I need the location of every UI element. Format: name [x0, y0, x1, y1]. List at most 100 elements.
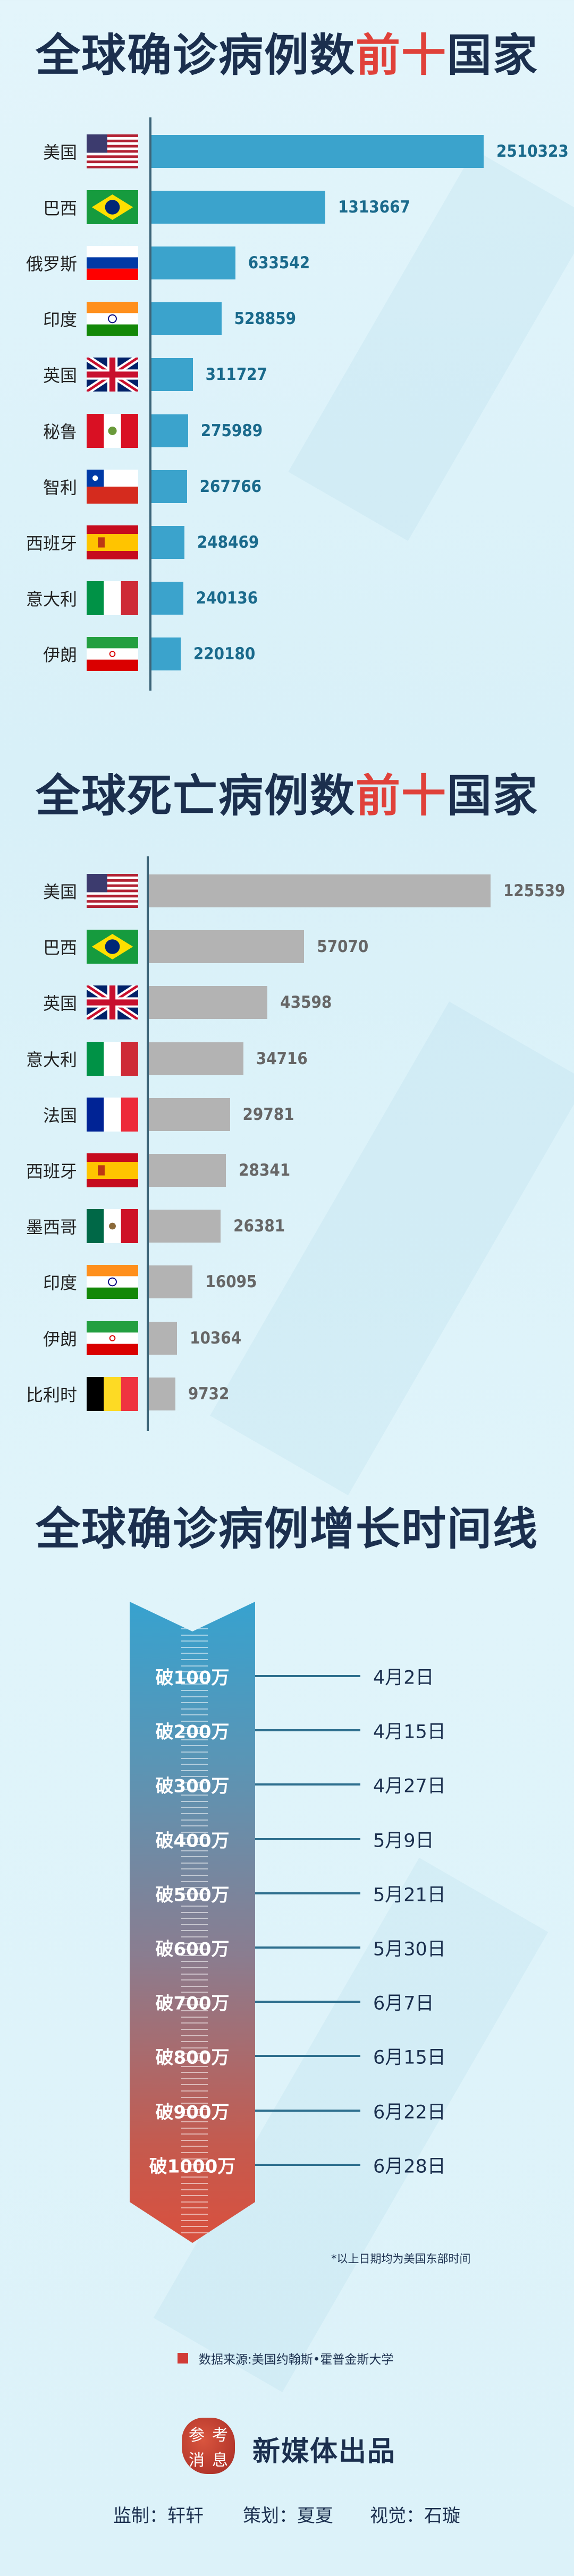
- milestone-connector: [255, 1946, 360, 1949]
- bar: [149, 1377, 175, 1410]
- country-name: 美国: [43, 142, 77, 163]
- thermo-tick: [181, 1992, 208, 1993]
- thermo-tick: [181, 2022, 208, 2024]
- thermo-tick: [181, 2047, 208, 2048]
- thermo-tick: [181, 1850, 208, 1851]
- thermo-tick: [181, 1844, 208, 1845]
- thermo-tick: [181, 2090, 208, 2092]
- flag-es-icon: [87, 525, 138, 559]
- logo-char: 参: [189, 2426, 205, 2445]
- thermo-tick: [181, 1979, 208, 1981]
- thermo-tick: [181, 1967, 208, 1968]
- bar: [151, 581, 183, 615]
- thermo-tick: [181, 2060, 208, 2061]
- milestone-date: 6月22日: [373, 2102, 446, 2123]
- milestone-connector: [255, 2055, 360, 2058]
- value-label: 26381: [233, 1217, 285, 1236]
- bar: [149, 1098, 230, 1131]
- bar: [151, 358, 193, 392]
- milestone-date: 6月28日: [373, 2156, 446, 2178]
- flag-pe-icon: [87, 413, 138, 448]
- flag-it-icon: [87, 581, 138, 615]
- country-name: 巴西: [43, 938, 77, 958]
- title-text: 全球确诊病例数: [35, 29, 356, 81]
- cases-chart-title: 全球确诊病例数前十国家: [0, 33, 574, 78]
- bar: [151, 414, 188, 447]
- thermo-tick: [181, 2127, 208, 2129]
- thermo-tick: [181, 1739, 208, 1740]
- country-name: 伊朗: [43, 644, 77, 665]
- value-label: 633542: [248, 253, 310, 273]
- thermo-tick: [181, 2004, 208, 2005]
- thermo-tick: [181, 1985, 208, 1987]
- milestone-label: 破700万: [155, 1993, 230, 2014]
- thermo-tick: [181, 2170, 208, 2172]
- thermo-tick: [181, 1973, 208, 1975]
- thermo-tick: [181, 1800, 208, 1802]
- thermo-tick: [181, 1918, 208, 1919]
- background-shape: [210, 1001, 574, 1495]
- thermo-tick: [181, 1875, 208, 1876]
- country-name: 巴西: [43, 198, 77, 219]
- thermo-tick: [181, 1776, 208, 1778]
- thermo-tick: [181, 1646, 208, 1648]
- thermo-tick: [181, 2232, 208, 2233]
- thermo-tick: [181, 1671, 208, 1673]
- thermo-tick: [181, 1634, 208, 1636]
- thermo-tick: [181, 1764, 208, 1765]
- value-label: 2510323: [496, 142, 569, 161]
- bar: [151, 191, 326, 224]
- value-label: 220180: [193, 644, 256, 664]
- country-name: 美国: [43, 882, 77, 902]
- thermo-tick: [181, 2010, 208, 2012]
- credit-planner: 策划：夏夏: [243, 2505, 333, 2527]
- country-name: 印度: [43, 1273, 77, 1294]
- milestone-label: 破900万: [155, 2102, 230, 2123]
- value-label: 1313667: [338, 198, 410, 217]
- thermo-tick: [181, 1906, 208, 1907]
- thermo-tick: [181, 2164, 208, 2166]
- milestone-connector: [255, 2109, 360, 2112]
- thermo-tick: [181, 1690, 208, 1691]
- thermo-tick: [181, 1813, 208, 1814]
- value-label: 240136: [196, 588, 258, 608]
- thermo-tick: [181, 1807, 208, 1808]
- thermo-tick: [181, 2096, 208, 2098]
- thermo-tick: [181, 1757, 208, 1759]
- thermo-tick: [181, 2214, 208, 2215]
- bar: [151, 135, 484, 168]
- credit-supervisor: 监制：轩轩: [113, 2505, 204, 2527]
- title-text: 国家: [447, 770, 539, 822]
- thermo-tick: [181, 1936, 208, 1937]
- bar: [149, 1154, 226, 1187]
- flag-ir-icon: [87, 1321, 138, 1355]
- thermo-tick: [181, 1954, 208, 1956]
- flag-es-icon: [87, 1153, 138, 1187]
- bullet-square-icon: [178, 2353, 188, 2364]
- thermo-tick: [181, 2029, 208, 2030]
- milestone-connector: [255, 1675, 360, 1677]
- flag-us-icon: [87, 134, 138, 168]
- flag-br-icon: [87, 190, 138, 225]
- milestone-connector: [255, 1838, 360, 1840]
- bar: [149, 1210, 221, 1243]
- country-name: 意大利: [26, 589, 77, 609]
- thermo-tick: [181, 1825, 208, 1827]
- milestone-date: 5月30日: [373, 1939, 446, 1960]
- value-label: 34716: [256, 1049, 308, 1068]
- bar: [149, 930, 305, 964]
- credit-visual: 视觉：石璇: [370, 2505, 460, 2527]
- thermo-tick: [181, 2121, 208, 2122]
- country-name: 法国: [43, 1105, 77, 1126]
- deaths-chart-title: 全球死亡病例数前十国家: [0, 773, 574, 818]
- thermo-tick: [181, 1684, 208, 1685]
- value-label: 275989: [200, 421, 263, 440]
- value-label: 29781: [242, 1104, 294, 1124]
- milestone-label: 破200万: [155, 1721, 230, 1743]
- bar: [151, 246, 235, 280]
- milestone-label: 破800万: [155, 2047, 230, 2069]
- thermo-tick: [181, 2220, 208, 2221]
- thermo-tick: [181, 1733, 208, 1735]
- country-name: 比利时: [26, 1384, 77, 1405]
- logo-char: 考: [212, 2426, 228, 2445]
